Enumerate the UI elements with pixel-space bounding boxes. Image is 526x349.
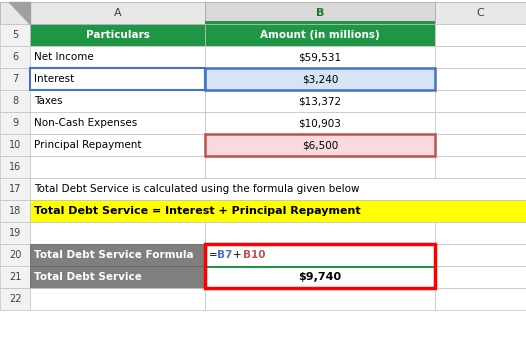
Bar (435, 2, 526, 24)
Text: Total Debt Service is calculated using the formula given below: Total Debt Service is calculated using t… (34, 184, 359, 194)
Text: 20: 20 (9, 250, 21, 260)
Bar (0, 134, 30, 156)
Bar (30, 266, 205, 288)
Text: Net Income: Net Income (34, 52, 94, 62)
Bar (30, 2, 205, 24)
Bar (30, 46, 205, 68)
Text: 5: 5 (12, 30, 18, 40)
Bar (30, 24, 205, 46)
Bar (0, 244, 30, 266)
Bar (205, 222, 435, 244)
Bar (205, 288, 435, 310)
Text: B7: B7 (217, 250, 232, 260)
Bar (435, 68, 526, 90)
Text: +: + (233, 250, 241, 260)
Text: =: = (209, 250, 218, 260)
Bar (205, 134, 435, 156)
Bar (30, 244, 205, 266)
Bar (205, 46, 435, 68)
Bar (30, 68, 205, 90)
Bar (30, 68, 205, 90)
Bar (205, 90, 435, 112)
Bar (435, 222, 526, 244)
Bar (0, 156, 30, 178)
Text: $3,240: $3,240 (302, 74, 338, 84)
Bar (30, 134, 205, 156)
Bar (30, 178, 526, 200)
Text: 21: 21 (9, 272, 21, 282)
Text: $59,531: $59,531 (298, 52, 341, 62)
Text: Total Debt Service: Total Debt Service (34, 272, 142, 282)
Bar (0, 90, 30, 112)
Bar (435, 288, 526, 310)
Text: B: B (316, 8, 324, 18)
Bar (435, 244, 526, 266)
Bar (205, 68, 435, 90)
Bar (0, 46, 30, 68)
Text: 19: 19 (9, 228, 21, 238)
Bar (435, 46, 526, 68)
Text: 6: 6 (12, 52, 18, 62)
Text: 16: 16 (9, 162, 21, 172)
Text: Particulars: Particulars (86, 30, 149, 40)
Bar (0, 222, 30, 244)
Text: Total Debt Service = Interest + Principal Repayment: Total Debt Service = Interest + Principa… (34, 206, 361, 216)
Bar (30, 200, 526, 222)
Text: 9: 9 (12, 118, 18, 128)
Text: $10,903: $10,903 (299, 118, 341, 128)
Bar (30, 112, 205, 134)
Text: 22: 22 (9, 294, 21, 304)
Text: 18: 18 (9, 206, 21, 216)
Bar (0, 266, 30, 288)
Bar (435, 90, 526, 112)
Text: Non-Cash Expenses: Non-Cash Expenses (34, 118, 137, 128)
Text: Taxes: Taxes (34, 96, 63, 106)
Bar (0, 288, 30, 310)
Bar (205, 156, 435, 178)
Bar (205, 244, 435, 266)
Text: $9,740: $9,740 (298, 272, 341, 282)
Bar (205, 112, 435, 134)
Text: Interest: Interest (34, 74, 74, 84)
Text: 8: 8 (12, 96, 18, 106)
Bar (0, 178, 30, 200)
Bar (205, 21, 435, 24)
Bar (0, 200, 30, 222)
Bar (0, 24, 30, 46)
Bar (205, 266, 435, 268)
Text: Total Debt Service Formula: Total Debt Service Formula (34, 250, 194, 260)
Bar (205, 2, 435, 24)
Bar (0, 68, 30, 90)
Bar (30, 156, 205, 178)
Bar (205, 68, 435, 90)
Text: 7: 7 (12, 74, 18, 84)
Bar (435, 112, 526, 134)
Text: $6,500: $6,500 (302, 140, 338, 150)
Bar (30, 90, 205, 112)
Text: $13,372: $13,372 (298, 96, 341, 106)
Bar (205, 24, 435, 46)
Bar (435, 134, 526, 156)
Text: Principal Repayment: Principal Repayment (34, 140, 141, 150)
Bar (0, 112, 30, 134)
Bar (205, 244, 435, 288)
Polygon shape (9, 2, 30, 24)
Bar (0, 2, 30, 24)
Text: 17: 17 (9, 184, 21, 194)
Bar (435, 156, 526, 178)
Text: Amount (in millions): Amount (in millions) (260, 30, 380, 40)
Bar (205, 134, 435, 156)
Bar (205, 266, 435, 288)
Bar (435, 24, 526, 46)
Text: A: A (114, 8, 122, 18)
Bar (435, 266, 526, 288)
Bar (30, 222, 205, 244)
Text: C: C (477, 8, 484, 18)
Text: 10: 10 (9, 140, 21, 150)
Text: B10: B10 (243, 250, 266, 260)
Bar (30, 288, 205, 310)
